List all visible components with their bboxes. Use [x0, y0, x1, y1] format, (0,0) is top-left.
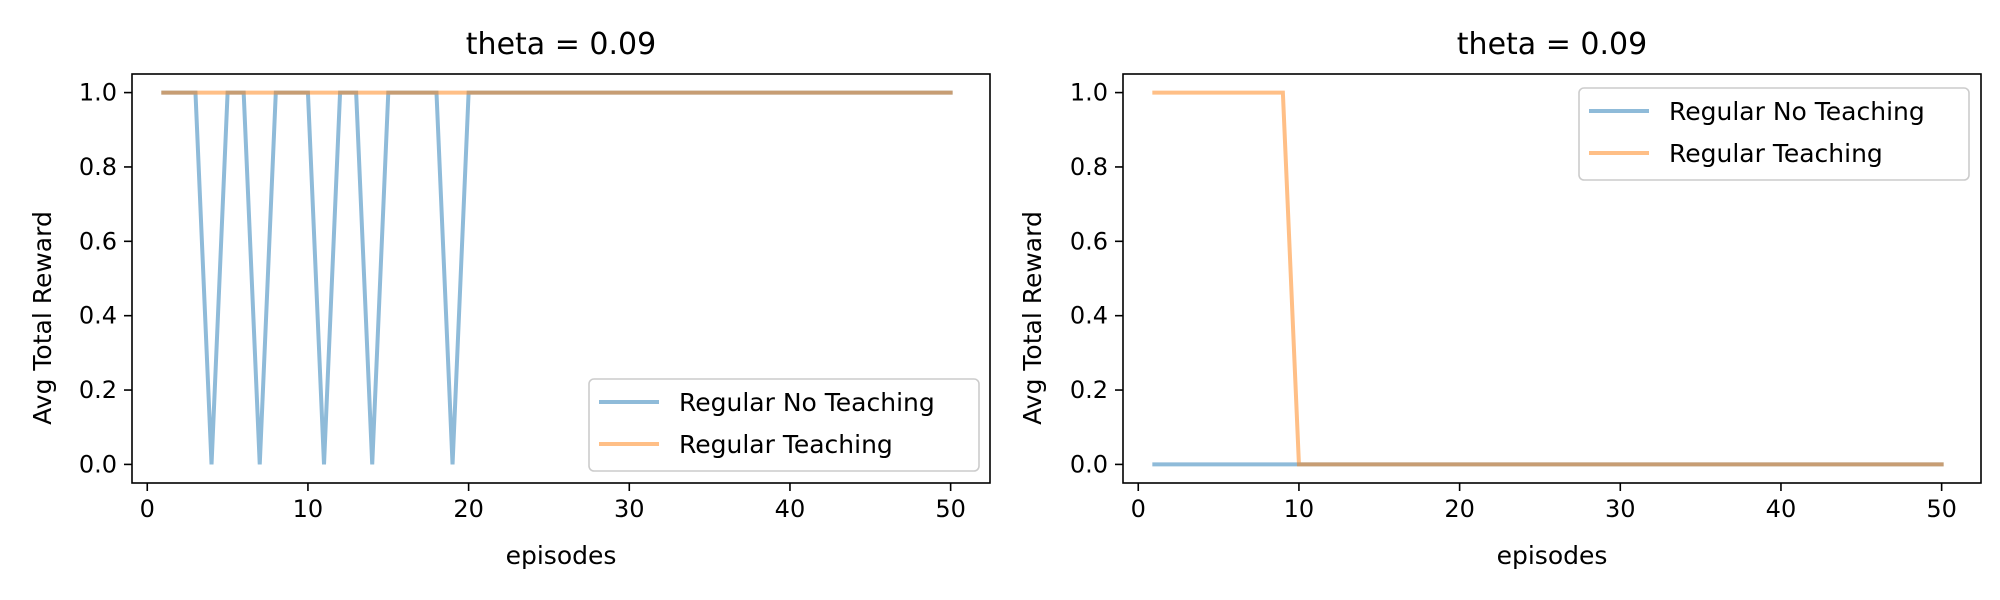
left-chart-y-tick-label: 0.2 — [79, 376, 117, 404]
left-chart-y-tick-label: 0.6 — [79, 227, 117, 255]
right-chart-legend-label-1: Regular Teaching — [1669, 139, 1883, 168]
right-chart-y-tick-label: 0.4 — [1070, 302, 1108, 330]
right-chart-x-tick-label: 10 — [1284, 495, 1315, 523]
right-chart-x-tick-label: 20 — [1444, 495, 1475, 523]
left-chart-x-tick-label: 50 — [935, 495, 966, 523]
right-chart-x-tick-label: 30 — [1605, 495, 1636, 523]
right-chart-y-tick-label: 0.0 — [1070, 450, 1108, 478]
right-chart-xlabel: episodes — [1497, 541, 1608, 570]
left-chart-x-tick-label: 10 — [293, 495, 324, 523]
right-chart-y-ticks: 0.0 0.2 0.4 0.6 0.8 1.0 — [1070, 79, 1123, 478]
right-chart-title: theta = 0.09 — [1457, 27, 1647, 62]
left-chart-y-tick-label: 0.4 — [79, 302, 117, 330]
left-chart-legend-label-1: Regular Teaching — [679, 430, 893, 459]
left-chart-x-tick-label: 30 — [614, 495, 645, 523]
right-chart-legend: Regular No Teaching Regular Teaching — [1578, 87, 1970, 181]
left-chart-frame — [131, 73, 991, 484]
left-chart-legend-label-0: Regular No Teaching — [679, 388, 935, 417]
left-chart-legend-box — [588, 378, 980, 472]
right-chart-y-tick-label: 1.0 — [1070, 79, 1108, 107]
right-chart-series-line-1 — [1152, 90, 1944, 467]
left-chart-y-tick-label: 0.8 — [79, 153, 117, 181]
left-chart-legend: Regular No Teaching Regular Teaching — [588, 378, 980, 472]
left-chart-x-tick-label: 40 — [775, 495, 806, 523]
left-chart-x-ticks: 0 10 20 30 40 50 — [140, 483, 966, 523]
left-chart-title: theta = 0.09 — [466, 27, 656, 62]
right-chart-y-tick-label: 0.6 — [1070, 227, 1108, 255]
right-chart-legend-box — [1578, 87, 1970, 181]
left-chart-y-ticks: 0.0 0.2 0.4 0.6 0.8 1.0 — [79, 79, 132, 478]
right-chart: theta = 0.09 episodes Avg Total Reward 0… — [1018, 27, 1982, 570]
left-chart-xlabel: episodes — [506, 541, 617, 570]
left-chart-series — [161, 90, 953, 465]
right-chart-series — [1152, 90, 1944, 467]
right-chart-legend-label-0: Regular No Teaching — [1669, 97, 1925, 126]
right-chart-x-ticks: 0 10 20 30 40 50 — [1131, 483, 1957, 523]
right-chart-frame — [1122, 73, 1982, 484]
left-chart: theta = 0.09 episodes Avg Total Reward 0… — [28, 27, 991, 570]
right-chart-x-tick-label: 40 — [1766, 495, 1797, 523]
right-chart-x-tick-label: 0 — [1131, 495, 1146, 523]
right-chart-y-tick-label: 0.2 — [1070, 376, 1108, 404]
right-chart-y-tick-label: 0.8 — [1070, 153, 1108, 181]
left-chart-y-tick-label: 0.0 — [79, 450, 117, 478]
right-chart-ylabel: Avg Total Reward — [1018, 211, 1047, 425]
left-chart-y-tick-label: 1.0 — [79, 79, 117, 107]
left-chart-ylabel: Avg Total Reward — [28, 211, 57, 425]
left-chart-x-tick-label: 0 — [140, 495, 155, 523]
left-chart-x-tick-label: 20 — [453, 495, 484, 523]
right-chart-x-tick-label: 50 — [1926, 495, 1957, 523]
